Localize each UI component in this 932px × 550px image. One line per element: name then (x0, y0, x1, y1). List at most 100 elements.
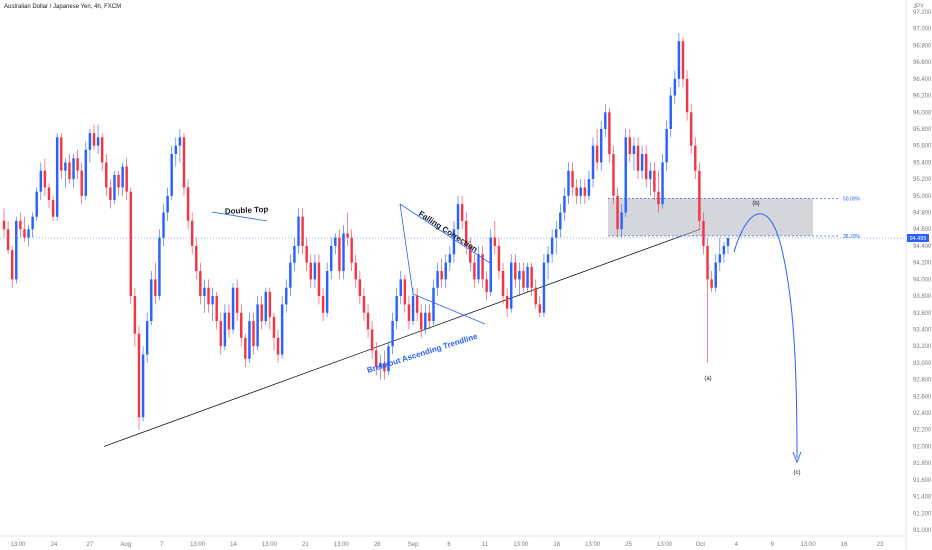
candle-body (207, 287, 210, 305)
candle-body (51, 199, 55, 217)
candle-body (199, 271, 202, 297)
falling-channel-lower (412, 293, 486, 325)
candle-body (370, 329, 374, 351)
candle-body (681, 41, 685, 79)
candle-body (92, 133, 96, 146)
candle-body (624, 137, 627, 213)
candle-body (268, 291, 272, 317)
candle-body (113, 174, 116, 200)
candle-body (616, 195, 619, 230)
candle-body (31, 216, 34, 230)
candle-body (223, 312, 227, 347)
x-tick-label: 6 (447, 542, 451, 548)
candle-body (419, 312, 423, 330)
x-tick-label: 13:00 (10, 542, 26, 548)
candle-body (640, 154, 644, 171)
candle-body (133, 296, 137, 334)
candle-body (211, 296, 214, 305)
candle-body (550, 237, 554, 255)
x-tick-label: 13:00 (657, 542, 673, 548)
candle-body (289, 262, 292, 288)
candle-body (620, 212, 623, 230)
candle-body (174, 145, 178, 155)
candle-body (726, 237, 730, 246)
candle-body (661, 162, 664, 205)
candle-body (632, 145, 636, 155)
candle-body (653, 170, 656, 192)
candle-body (252, 321, 255, 347)
candle-body (464, 220, 468, 246)
candle-body (64, 162, 67, 171)
candle-body (235, 287, 239, 313)
candle-body (141, 354, 145, 418)
candle-body (505, 296, 509, 309)
y-tick-label: 91.400 (913, 495, 932, 501)
candle-body (587, 179, 591, 196)
y-tick-label: 95.000 (913, 194, 932, 200)
candle-body (321, 296, 325, 313)
candle-body (231, 287, 235, 330)
candle-body (534, 287, 537, 305)
candle-body (219, 321, 223, 347)
candle-body (657, 191, 660, 205)
x-tick-label: 4 (735, 542, 739, 548)
y-tick-label: 94.000 (913, 277, 932, 283)
candle-body (563, 195, 566, 213)
x-tick-label: 27 (86, 542, 93, 548)
candle-body (35, 191, 38, 217)
y-tick-label: 94.400 (913, 244, 932, 250)
candle-body (84, 149, 88, 196)
candle-body (317, 262, 321, 297)
y-tick-label: 96.800 (913, 43, 932, 49)
candle-body (673, 78, 677, 96)
candle-body (460, 204, 464, 221)
candle-body (260, 304, 263, 322)
candle-body (644, 154, 648, 180)
candle-body (342, 233, 345, 271)
candle-body (272, 316, 276, 338)
candle-body (117, 174, 120, 188)
candle-body (19, 220, 22, 230)
candle-body (100, 137, 104, 163)
currency-label: JPY (912, 4, 924, 10)
y-tick-label: 97.200 (913, 10, 932, 16)
candle-body (195, 245, 198, 271)
candle-body (366, 312, 370, 330)
y-tick-label: 95.200 (913, 177, 932, 183)
y-tick-label: 95.400 (913, 160, 932, 166)
candle-body (23, 229, 26, 238)
candle-body (424, 312, 427, 330)
y-tick-label: 92.400 (913, 411, 932, 417)
candle-body (137, 333, 141, 418)
current-price-tag (907, 233, 929, 242)
candle-body (718, 254, 722, 263)
double-top-line (211, 211, 268, 222)
candle-body (514, 262, 517, 280)
candle-body (15, 220, 18, 280)
x-tick-label: 24 (51, 542, 58, 548)
fib-zone (608, 198, 813, 236)
candle-body (612, 154, 615, 196)
candle-body (379, 362, 382, 368)
candle-body (530, 266, 533, 288)
y-tick-label: 92.200 (913, 428, 932, 434)
candle-body (522, 271, 525, 288)
candle-body (501, 271, 505, 297)
candle-body (203, 287, 206, 297)
candle-body (546, 254, 550, 263)
candle-body (493, 237, 497, 246)
candle-body (186, 187, 190, 221)
candle-body (395, 296, 398, 322)
x-tick-label: Aug (120, 542, 131, 548)
candle-body (358, 279, 362, 297)
x-tick-label: 13:00 (513, 542, 529, 548)
candle-body (105, 162, 108, 188)
x-tick-label: 28 (374, 542, 381, 548)
candle-body (2, 220, 6, 230)
x-tick-label: 21 (302, 542, 309, 548)
x-tick-label: Sep (408, 542, 419, 548)
candle-body (47, 187, 51, 200)
candle-body (313, 262, 317, 280)
